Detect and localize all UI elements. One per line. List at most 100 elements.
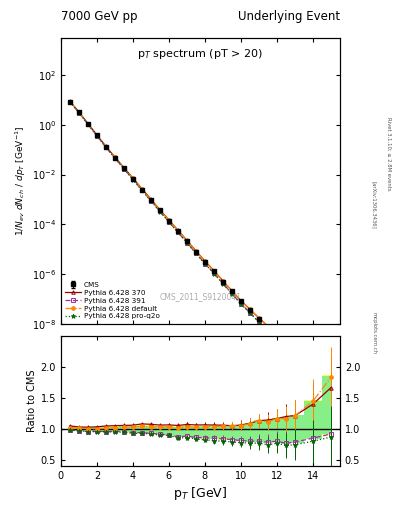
- Pythia 6.428 391: [275, 336, 279, 342]
- Pythia 6.428 370: [211, 267, 216, 273]
- Pythia 6.428 370: [130, 175, 135, 181]
- Pythia 6.428 default: [68, 98, 72, 104]
- Pythia 6.428 391: [176, 229, 180, 236]
- Pythia 6.428 pro-q2o: [257, 319, 261, 325]
- Pythia 6.428 391: [194, 250, 198, 256]
- Pythia 6.428 391: [239, 301, 243, 307]
- Pythia 6.428 391: [292, 352, 297, 358]
- Pythia 6.428 pro-q2o: [266, 328, 270, 334]
- Pythia 6.428 default: [329, 369, 333, 375]
- Pythia 6.428 pro-q2o: [149, 198, 153, 204]
- Pythia 6.428 370: [239, 297, 243, 304]
- Pythia 6.428 pro-q2o: [104, 144, 108, 151]
- Pythia 6.428 default: [176, 227, 180, 233]
- Pythia 6.428 pro-q2o: [86, 121, 90, 127]
- Line: Pythia 6.428 370: Pythia 6.428 370: [68, 99, 333, 375]
- Pythia 6.428 pro-q2o: [68, 99, 72, 105]
- Pythia 6.428 370: [248, 306, 252, 312]
- Pythia 6.428 default: [202, 259, 207, 265]
- Pythia 6.428 370: [230, 288, 234, 294]
- Pythia 6.428 370: [158, 207, 162, 213]
- Y-axis label: $1/N_{ev}\ dN_{ch}\ /\ dp_T\ [\mathrm{GeV}^{-1}]$: $1/N_{ev}\ dN_{ch}\ /\ dp_T\ [\mathrm{Ge…: [13, 126, 28, 236]
- Pythia 6.428 default: [310, 359, 315, 365]
- Pythia 6.428 370: [86, 120, 90, 126]
- Pythia 6.428 370: [112, 154, 117, 160]
- Pythia 6.428 391: [310, 365, 315, 371]
- Pythia 6.428 391: [284, 344, 288, 350]
- Pythia 6.428 default: [130, 175, 135, 181]
- Text: p$_T$ spectrum (pT > 20): p$_T$ spectrum (pT > 20): [138, 47, 263, 61]
- Pythia 6.428 pro-q2o: [275, 336, 279, 343]
- Pythia 6.428 370: [68, 98, 72, 104]
- Pythia 6.428 pro-q2o: [194, 250, 198, 257]
- Pythia 6.428 default: [140, 186, 144, 192]
- Text: Rivet 3.1.10; ≥ 2.8M events: Rivet 3.1.10; ≥ 2.8M events: [386, 117, 391, 190]
- Pythia 6.428 default: [292, 347, 297, 353]
- Pythia 6.428 391: [104, 144, 108, 151]
- Y-axis label: Ratio to CMS: Ratio to CMS: [26, 370, 37, 432]
- Pythia 6.428 default: [86, 121, 90, 127]
- Pythia 6.428 391: [248, 310, 252, 316]
- Pythia 6.428 default: [284, 339, 288, 346]
- Pythia 6.428 391: [121, 166, 126, 172]
- Pythia 6.428 default: [257, 315, 261, 321]
- Pythia 6.428 pro-q2o: [185, 240, 189, 246]
- Pythia 6.428 pro-q2o: [167, 219, 171, 225]
- X-axis label: p$_T$ [GeV]: p$_T$ [GeV]: [173, 485, 228, 502]
- Text: CMS_2011_S9120041: CMS_2011_S9120041: [160, 292, 241, 301]
- Pythia 6.428 pro-q2o: [130, 177, 135, 183]
- Pythia 6.428 default: [185, 238, 189, 244]
- Pythia 6.428 default: [248, 306, 252, 312]
- Pythia 6.428 default: [239, 297, 243, 304]
- Pythia 6.428 default: [158, 207, 162, 214]
- Pythia 6.428 370: [77, 109, 81, 115]
- Pythia 6.428 391: [140, 187, 144, 194]
- Pythia 6.428 391: [112, 155, 117, 161]
- Pythia 6.428 pro-q2o: [176, 229, 180, 236]
- Pythia 6.428 391: [220, 281, 225, 287]
- Pythia 6.428 default: [121, 165, 126, 171]
- Pythia 6.428 370: [149, 196, 153, 202]
- Pythia 6.428 370: [121, 164, 126, 170]
- Pythia 6.428 pro-q2o: [140, 187, 144, 194]
- Text: mcplots.cern.ch: mcplots.cern.ch: [371, 312, 376, 354]
- Line: Pythia 6.428 pro-q2o: Pythia 6.428 pro-q2o: [68, 99, 333, 383]
- Text: Underlying Event: Underlying Event: [238, 10, 340, 23]
- Pythia 6.428 370: [185, 238, 189, 244]
- Pythia 6.428 391: [211, 270, 216, 276]
- Pythia 6.428 391: [329, 377, 333, 383]
- Pythia 6.428 default: [104, 144, 108, 150]
- Pythia 6.428 370: [329, 370, 333, 376]
- Pythia 6.428 391: [158, 208, 162, 215]
- Pythia 6.428 pro-q2o: [239, 301, 243, 307]
- Pythia 6.428 370: [95, 132, 99, 138]
- Pythia 6.428 370: [266, 323, 270, 329]
- Pythia 6.428 370: [202, 258, 207, 264]
- Pythia 6.428 391: [185, 240, 189, 246]
- Pythia 6.428 370: [310, 359, 315, 366]
- Pythia 6.428 391: [130, 176, 135, 182]
- Pythia 6.428 default: [95, 132, 99, 138]
- Pythia 6.428 default: [194, 248, 198, 254]
- Pythia 6.428 default: [149, 197, 153, 203]
- Pythia 6.428 391: [95, 133, 99, 139]
- Line: Pythia 6.428 391: Pythia 6.428 391: [68, 100, 333, 381]
- Pythia 6.428 391: [167, 219, 171, 225]
- Pythia 6.428 default: [275, 332, 279, 338]
- Pythia 6.428 370: [220, 278, 225, 284]
- Text: [arXiv:1306.3436]: [arXiv:1306.3436]: [371, 181, 376, 229]
- Pythia 6.428 pro-q2o: [158, 208, 162, 215]
- Pythia 6.428 370: [257, 315, 261, 321]
- Line: Pythia 6.428 default: Pythia 6.428 default: [68, 100, 333, 374]
- Pythia 6.428 pro-q2o: [220, 281, 225, 287]
- Pythia 6.428 370: [194, 248, 198, 254]
- Pythia 6.428 pro-q2o: [284, 345, 288, 351]
- Pythia 6.428 pro-q2o: [211, 270, 216, 276]
- Pythia 6.428 pro-q2o: [248, 310, 252, 316]
- Pythia 6.428 370: [140, 186, 144, 192]
- Pythia 6.428 default: [220, 278, 225, 284]
- Pythia 6.428 default: [230, 288, 234, 294]
- Pythia 6.428 pro-q2o: [329, 377, 333, 383]
- Pythia 6.428 391: [149, 198, 153, 204]
- Pythia 6.428 370: [284, 339, 288, 346]
